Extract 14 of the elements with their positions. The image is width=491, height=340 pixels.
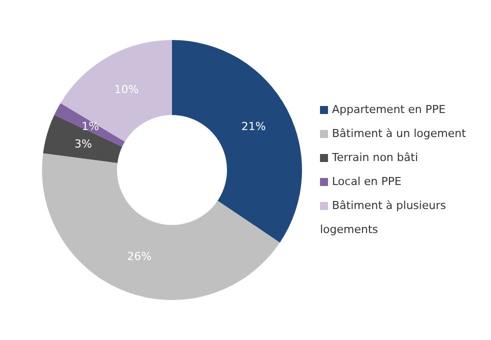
legend-label: Appartement en PPE bbox=[332, 103, 446, 116]
donut-slice bbox=[43, 114, 122, 163]
data-label: 3% bbox=[74, 138, 92, 151]
legend-label: Bâtiment à plusieurs logements bbox=[320, 199, 446, 236]
data-label: 26% bbox=[127, 250, 152, 264]
legend-label: Local en PPE bbox=[332, 175, 402, 188]
donut-slice bbox=[54, 103, 125, 147]
legend-label: Terrain non bâti bbox=[332, 151, 418, 164]
donut-slice bbox=[42, 153, 280, 300]
donut-slice bbox=[172, 40, 302, 243]
data-label: 21% bbox=[241, 120, 266, 134]
legend-label: Bâtiment à un logement bbox=[332, 127, 466, 140]
data-label: 10% bbox=[114, 83, 139, 96]
data-label: 1% bbox=[82, 120, 100, 134]
